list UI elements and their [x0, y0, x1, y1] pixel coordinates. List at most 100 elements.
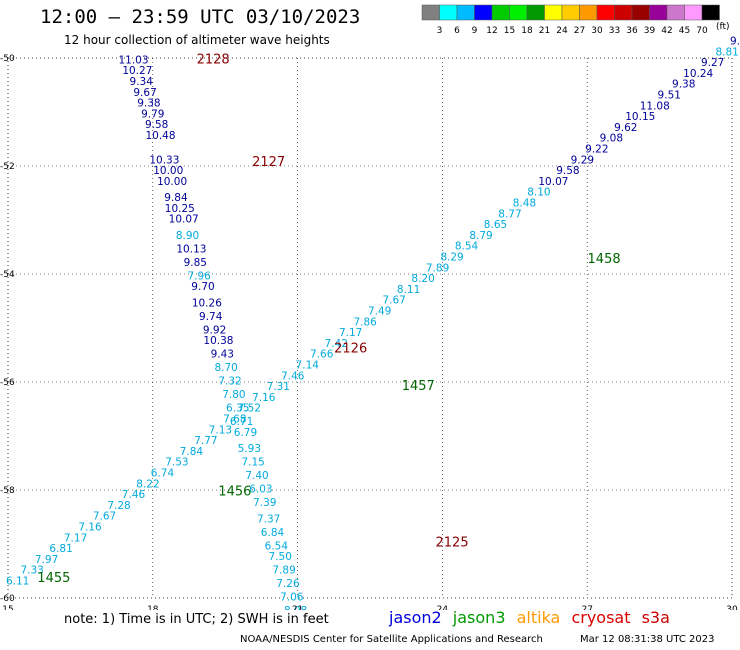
swh-value: 6.81: [49, 543, 72, 555]
swh-value: 8.77: [498, 208, 521, 220]
lat-tick-label: -52: [0, 162, 15, 172]
legend-altika: altika: [516, 608, 561, 627]
swh-value: 7.26: [276, 578, 300, 590]
lat-tick-label: -54: [0, 270, 15, 280]
swh-value: 7.37: [257, 513, 280, 525]
legend-cryosat: cryosat: [571, 608, 631, 627]
swh-value: 6.84: [261, 527, 285, 539]
swh-value: 10.07: [538, 176, 568, 188]
swh-value: 10.24: [683, 68, 713, 80]
swh-value: 6.74: [151, 468, 175, 480]
swh-value: 10.48: [145, 130, 175, 142]
colorbar-tick-label: 21: [539, 26, 550, 36]
pass-label: 1455: [37, 571, 70, 586]
swh-value: 7.31: [267, 381, 290, 393]
swh-value: 8.22: [136, 478, 159, 490]
swh-value: 8.79: [469, 230, 492, 242]
swh-value: 7.67: [93, 511, 116, 523]
swh-value: 7.28: [107, 500, 130, 512]
swh-value: 7.49: [368, 306, 391, 318]
lon-tick-label: 24: [437, 605, 449, 610]
swh-value: 6.03: [249, 484, 272, 496]
swh-value: 7.17: [339, 327, 362, 339]
swh-value: 7.96: [187, 270, 211, 282]
swh-value: 8.29: [440, 252, 463, 264]
wave-height-colorbar: 3 6 9 12 15 18 21 24 27 30 33 36 39 42 45 70: [421, 4, 720, 36]
colorbar-swatch: [701, 4, 720, 21]
swh-value: 9.58: [556, 165, 579, 177]
colorbar-tick-label: 30: [591, 26, 603, 36]
pass-label: 2128: [197, 52, 230, 67]
swh-value: 8.48: [513, 198, 536, 210]
swh-value: 6.11: [6, 576, 29, 588]
pass-label: 1456: [218, 484, 251, 499]
swh-value: 6.79: [234, 427, 257, 439]
swh-value: 7.67: [382, 295, 405, 307]
lon-tick-label: 21: [292, 605, 303, 610]
swh-value: 10.15: [625, 111, 655, 123]
swh-value: 7.32: [218, 376, 241, 388]
swh-value: 11.03: [118, 54, 148, 66]
swh-value: 7.17: [64, 532, 87, 544]
legend-s3a: s3a: [641, 608, 670, 627]
swh-value: 9.70: [191, 281, 214, 293]
swh-value: 7.33: [20, 565, 43, 577]
swh-value: 6.54: [265, 540, 289, 552]
swh-value: 9.38: [137, 98, 160, 110]
colorbar-tick-label: 27: [574, 26, 585, 36]
swh-value: 8.65: [484, 219, 507, 231]
swh-value: 9.22: [585, 144, 608, 156]
colorbar-tick-label: 36: [626, 26, 638, 36]
swh-value: 7.16: [252, 392, 276, 404]
swh-value: 9.08: [600, 133, 623, 145]
swh-value: 10.00: [157, 176, 187, 188]
pass-label: 1457: [402, 379, 435, 394]
swh-value: 9.29: [571, 154, 594, 166]
swh-value: 8.54: [455, 241, 479, 253]
swh-value: 7.15: [241, 457, 264, 469]
swh-value: 10.27: [122, 65, 152, 77]
map-plot: 11.0310.279.349.679.389.799.5810.4810.33…: [0, 36, 740, 611]
swh-value: 10.13: [176, 243, 206, 255]
swh-value: 9.34: [130, 76, 154, 88]
swh-value: 8.08: [284, 605, 307, 610]
lat-tick-label: -60: [0, 594, 15, 604]
swh-value: 9.84: [164, 192, 188, 204]
swh-value: 7.77: [194, 435, 217, 447]
swh-value: 11.08: [640, 100, 670, 112]
swh-value: 7.52: [238, 403, 261, 415]
swh-value: 7.89: [426, 262, 449, 274]
swh-value: 6.71: [230, 416, 253, 428]
swh-value: 7.39: [253, 497, 276, 509]
page-title: 12:00 – 23:59 UTC 03/10/2023: [40, 6, 361, 28]
swh-value: 7.06: [280, 592, 304, 604]
colorbar-tick-label: 3: [437, 26, 443, 36]
swh-value: 9.85: [184, 257, 207, 269]
swh-value: 7.42: [325, 338, 348, 350]
swh-value: 7.66: [310, 349, 334, 361]
pass-label: 1458: [588, 252, 621, 267]
colorbar-unit: (ft): [716, 22, 730, 32]
swh-value: 10.33: [149, 154, 179, 166]
swh-value: 7.53: [165, 457, 188, 469]
swh-value: 8.90: [176, 230, 199, 242]
swh-value: 9.43: [211, 349, 234, 361]
lat-tick-label: -56: [0, 378, 15, 388]
swh-value: 8.20: [411, 273, 434, 285]
swh-value: 7.86: [353, 316, 377, 328]
colorbar-tick-label: 18: [521, 26, 533, 36]
colorbar-tick-label: 12: [486, 26, 497, 36]
lon-tick-label: 15: [2, 605, 13, 610]
swh-value: 10.25: [165, 203, 195, 215]
swh-value: 5.93: [238, 443, 261, 455]
footer-timestamp: Mar 12 08:31:38 UTC 2023: [580, 634, 715, 645]
graticule: [7, 57, 733, 599]
lat-tick-label: -50: [0, 54, 15, 64]
colorbar-tick-label: 15: [504, 26, 515, 36]
swh-value: 7.80: [222, 389, 245, 401]
footer-credit: NOAA/NESDIS Center for Satellite Applica…: [240, 634, 543, 645]
colorbar-tick-label: 70: [696, 26, 708, 36]
swh-value: 9.62: [614, 122, 637, 134]
